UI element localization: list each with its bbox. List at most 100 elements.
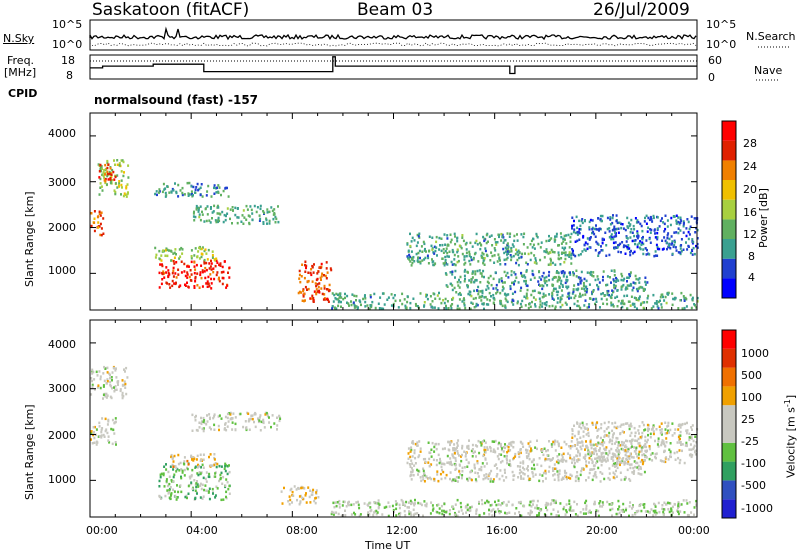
velocity-cell xyxy=(644,455,646,459)
power-cell xyxy=(208,262,211,265)
power-cell xyxy=(198,187,201,191)
velocity-cell xyxy=(659,428,662,432)
velocity-cell xyxy=(476,472,479,475)
power-cell xyxy=(601,241,604,245)
power-cell xyxy=(647,226,650,229)
velocity-cell xyxy=(106,394,109,397)
velocity-cell xyxy=(96,386,99,389)
velocity-cell xyxy=(400,498,403,502)
power-cell xyxy=(492,302,495,305)
power-cell xyxy=(675,231,678,234)
velocity-cell xyxy=(631,507,633,510)
velocity-cell xyxy=(507,500,510,504)
velocity-cell xyxy=(611,514,613,517)
power-cell xyxy=(663,236,666,239)
power-cell xyxy=(315,288,318,291)
velocity-cell xyxy=(597,441,600,445)
power-cell xyxy=(500,279,503,283)
velocity-cell xyxy=(573,465,576,469)
velocity-cell xyxy=(395,514,398,517)
velocity-cell xyxy=(299,501,302,504)
velocity-cell xyxy=(297,487,300,490)
velocity-cell xyxy=(213,415,216,418)
velocity-cell xyxy=(502,479,505,482)
power-cell xyxy=(217,184,220,187)
power-cell xyxy=(247,214,250,217)
power-cell xyxy=(667,291,670,295)
velocity-cell xyxy=(433,479,436,482)
velocity-cell xyxy=(108,441,111,444)
velocity-colorbar-swatch xyxy=(722,348,736,368)
velocity-cell xyxy=(536,507,539,510)
power-cell xyxy=(444,261,447,264)
power-cell xyxy=(599,306,601,309)
power-cell xyxy=(490,283,493,287)
power-cell xyxy=(645,253,648,256)
velocity-cell xyxy=(532,503,534,506)
velocity-cell xyxy=(557,443,560,446)
power-cell xyxy=(555,290,558,293)
power-cell xyxy=(644,280,647,284)
power-cell xyxy=(560,271,563,275)
power-cell xyxy=(501,281,504,284)
power-cell xyxy=(104,181,107,185)
velocity-cell xyxy=(106,423,109,426)
power-cell xyxy=(171,279,174,283)
power-cell xyxy=(666,234,669,237)
power-cell xyxy=(334,297,337,300)
velocity-cell xyxy=(629,479,632,482)
power-cell xyxy=(685,241,687,244)
velocity-cell xyxy=(392,508,395,512)
velocity-cell xyxy=(158,479,161,483)
power-cell xyxy=(572,272,575,275)
velocity-cell xyxy=(611,422,614,425)
power-cell xyxy=(342,297,345,301)
power-cell xyxy=(200,264,203,267)
power-cell xyxy=(266,208,269,211)
power-cell xyxy=(645,214,648,218)
power-cell xyxy=(545,301,548,304)
velocity-cell xyxy=(363,502,366,505)
power-cell xyxy=(326,297,329,301)
power-cell xyxy=(121,159,124,162)
power-cell xyxy=(539,300,542,303)
power-cell xyxy=(207,184,210,188)
power-cell xyxy=(623,294,626,298)
power-cell xyxy=(98,225,101,228)
velocity-cell xyxy=(357,500,359,504)
power-cell xyxy=(350,303,353,307)
velocity-cell xyxy=(601,442,604,446)
power-cell xyxy=(516,239,519,242)
velocity-cell xyxy=(359,513,362,516)
power-cell xyxy=(542,284,545,288)
power-cell xyxy=(470,258,473,262)
velocity-cell xyxy=(642,461,645,464)
velocity-cell xyxy=(608,431,611,435)
power-cell xyxy=(649,231,652,234)
power-cell xyxy=(606,227,609,231)
power-cell xyxy=(627,244,630,247)
velocity-cell xyxy=(601,472,604,475)
velocity-cell xyxy=(679,510,682,513)
power-cell xyxy=(672,215,675,218)
velocity-cell xyxy=(601,457,604,460)
power-cell xyxy=(661,217,663,220)
power-cell xyxy=(435,240,438,244)
velocity-cell xyxy=(622,431,625,434)
velocity-cell xyxy=(229,411,232,415)
power-cell xyxy=(591,228,594,231)
power-cell xyxy=(584,241,587,244)
velocity-cell xyxy=(168,475,171,478)
velocity-cell xyxy=(657,440,660,443)
velocity-cell xyxy=(595,509,598,512)
power-cell xyxy=(196,206,199,210)
power-cell xyxy=(314,282,317,285)
velocity-cell xyxy=(667,424,670,427)
velocity-cell xyxy=(546,503,549,507)
velocity-cell xyxy=(677,502,680,506)
power-cell xyxy=(373,292,376,296)
velocity-cell xyxy=(570,509,573,512)
power-cell xyxy=(588,297,591,300)
velocity-cell xyxy=(640,450,643,453)
velocity-cell xyxy=(353,511,355,515)
